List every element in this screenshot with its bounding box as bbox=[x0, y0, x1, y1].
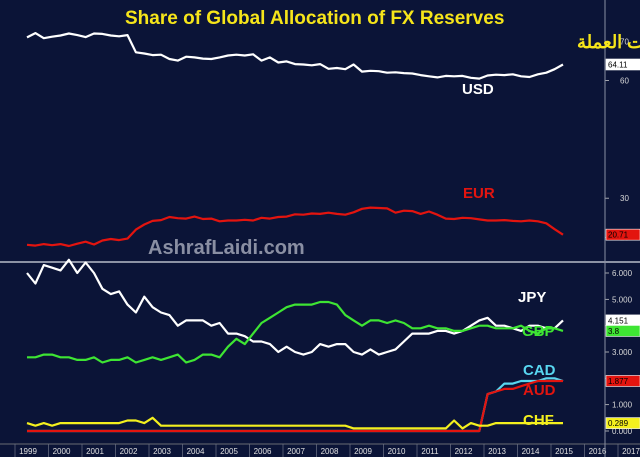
last-value-box-eur bbox=[605, 228, 640, 241]
xtick-label: 2003 bbox=[153, 447, 171, 456]
series-line-chf bbox=[26, 416, 563, 430]
series-line-jpy bbox=[26, 258, 564, 356]
xtick-label: 2000 bbox=[53, 447, 71, 456]
last-value-box-usd bbox=[605, 58, 640, 71]
upper-plot-area bbox=[0, 0, 605, 260]
series-line-aud bbox=[27, 379, 563, 433]
series-label-eur: EUR bbox=[463, 185, 495, 202]
upper-last-value-labels: 64.11 20.71 bbox=[605, 58, 640, 241]
last-value-box-gbp bbox=[605, 325, 640, 337]
chart-title: Share of Global Allocation of FX Reserve… bbox=[125, 8, 504, 29]
watermark: AshrafLaidi.com bbox=[148, 237, 305, 259]
lower-series bbox=[26, 258, 564, 433]
series-label-chf: CHF bbox=[523, 412, 554, 429]
last-value-label-jpy: 4.151 bbox=[608, 316, 629, 325]
last-value-label-eur: 20.71 bbox=[608, 231, 629, 240]
x-axis: 1999 2000 2001 2002 2003 2004 2005 2006 2007 2008… bbox=[0, 443, 640, 457]
upper-series-labels: USD EUR bbox=[462, 81, 495, 202]
xtick-label: 2011 bbox=[421, 447, 439, 456]
xtick-label: 1999 bbox=[19, 447, 37, 456]
xtick-label: 2012 bbox=[455, 447, 473, 456]
lower-series-labels: JPY GBP CAD AUD CHF bbox=[518, 289, 556, 429]
chart-subtitle-arabic: حصة توزيع العالمي من احتياطيات العملة bbox=[577, 32, 640, 53]
xtick-label: 2016 bbox=[589, 447, 607, 456]
upper-series bbox=[26, 31, 564, 248]
upper-ytick-label: 30 bbox=[620, 194, 629, 203]
lower-ytick-label: 5.000 bbox=[612, 295, 633, 304]
xtick-label: 2007 bbox=[287, 447, 305, 456]
xtick-label: 2010 bbox=[388, 447, 406, 456]
last-value-box-aud bbox=[605, 375, 640, 387]
xtick-label: 2006 bbox=[254, 447, 272, 456]
lower-ytick-label: 1.000 bbox=[612, 401, 633, 410]
xtick-label: 2005 bbox=[220, 447, 238, 456]
last-value-label-usd: 64.11 bbox=[608, 60, 628, 69]
lower-last-value-labels: 4.151 3.8 1.877 0.289 bbox=[605, 314, 640, 429]
last-value-label-aud: 1.877 bbox=[608, 377, 629, 386]
lower-ytick-label: 3.000 bbox=[612, 348, 633, 357]
lower-ytick-label: 0.000 bbox=[612, 427, 633, 436]
series-label-cad: CAD bbox=[523, 362, 556, 379]
xtick-label: 2015 bbox=[555, 447, 573, 456]
lower-ytick-label: 6.000 bbox=[612, 269, 633, 278]
series-label-usd: USD bbox=[462, 81, 494, 98]
xtick-label: 2004 bbox=[187, 447, 205, 456]
x-axis-ticks: 1999 2000 2001 2002 2003 2004 2005 2006 2007 2008… bbox=[14, 444, 640, 457]
series-line-eur bbox=[26, 206, 564, 248]
upper-ytick-label: 60 bbox=[620, 77, 629, 86]
series-line-usd bbox=[26, 31, 564, 80]
xtick-label: 2001 bbox=[86, 447, 104, 456]
series-label-jpy: JPY bbox=[518, 289, 546, 306]
xtick-label: 2014 bbox=[522, 447, 540, 456]
last-value-label-chf: 0.289 bbox=[608, 419, 629, 428]
xtick-label: 2008 bbox=[321, 447, 339, 456]
last-value-box-chf bbox=[605, 417, 640, 429]
xtick-label: 2009 bbox=[354, 447, 372, 456]
xtick-label: 2017 bbox=[622, 447, 640, 456]
series-line-gbp bbox=[27, 300, 564, 364]
last-value-label-gbp: 3.8 bbox=[608, 327, 620, 336]
upper-ytick-label: 70 bbox=[620, 37, 629, 46]
series-label-aud: AUD bbox=[523, 382, 556, 399]
xtick-label: 2002 bbox=[120, 447, 138, 456]
series-label-gbp: GBP bbox=[522, 323, 555, 340]
xtick-label: 2013 bbox=[488, 447, 506, 456]
